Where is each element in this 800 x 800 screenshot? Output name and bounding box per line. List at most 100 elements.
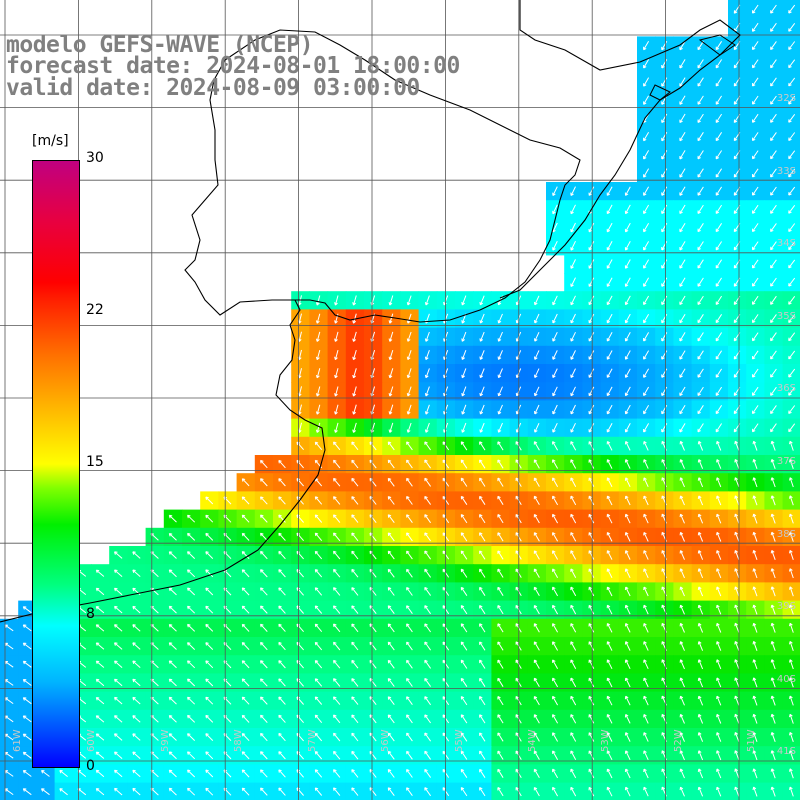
- wind-arrow: [278, 478, 286, 487]
- wind-arrow: [715, 168, 723, 178]
- wind-arrow: [734, 459, 740, 469]
- wind-arrow: [679, 659, 685, 670]
- wind-arrow: [114, 551, 123, 559]
- wind-arrow: [460, 714, 468, 724]
- wind-arrow: [770, 77, 777, 87]
- wind-arrow: [715, 386, 723, 396]
- wind-arrow: [679, 77, 686, 87]
- wind-arrow: [187, 751, 196, 760]
- longitude-label: 54W: [527, 729, 538, 752]
- wind-arrow: [278, 550, 286, 560]
- wind-arrow: [770, 241, 777, 251]
- wind-arrow: [460, 732, 468, 742]
- wind-arrow: [752, 241, 759, 251]
- wind-arrow: [333, 605, 341, 614]
- wind-arrow: [715, 132, 723, 142]
- wind-arrow: [570, 732, 577, 742]
- wind-arrow: [679, 531, 685, 542]
- wind-arrow: [624, 332, 631, 342]
- wind-arrow: [278, 751, 286, 760]
- wind-arrow: [314, 587, 323, 596]
- wind-arrow: [624, 513, 631, 524]
- wind-arrow: [697, 204, 704, 214]
- wind-arrow: [241, 605, 250, 614]
- wind-arrow: [334, 349, 339, 361]
- wind-arrow: [770, 204, 777, 214]
- wind-arrow: [643, 568, 649, 579]
- wind-arrow: [95, 697, 105, 705]
- wind-arrow: [770, 168, 777, 178]
- wind-arrow: [552, 568, 559, 578]
- wind-arrow: [788, 423, 796, 433]
- wind-arrow: [132, 733, 141, 741]
- wind-arrow: [460, 659, 468, 669]
- wind-arrow: [168, 733, 177, 741]
- wind-arrow: [752, 277, 759, 287]
- wind-arrow: [278, 769, 286, 778]
- wind-arrow: [788, 23, 796, 32]
- wind-arrow: [424, 641, 432, 651]
- wind-arrow: [314, 641, 323, 651]
- wind-arrow: [770, 386, 777, 396]
- wind-arrow: [334, 295, 339, 306]
- wind-arrow: [643, 404, 650, 415]
- wind-arrow: [406, 696, 413, 705]
- wind-arrow: [424, 422, 430, 433]
- wind-arrow: [624, 604, 631, 615]
- wind-arrow: [789, 695, 794, 706]
- wind-arrow: [715, 223, 723, 233]
- wind-arrow: [424, 714, 432, 724]
- wind-arrow: [22, 770, 32, 777]
- wind-arrow: [716, 659, 722, 670]
- wind-arrow: [789, 604, 794, 615]
- wind-arrow: [697, 295, 704, 305]
- wind-arrow: [333, 568, 341, 578]
- wind-arrow: [643, 495, 649, 506]
- wind-arrow: [424, 368, 430, 379]
- wind-arrow: [588, 732, 595, 742]
- wind-arrow: [387, 459, 395, 469]
- wind-arrow: [789, 477, 794, 488]
- wind-arrow: [734, 477, 740, 488]
- wind-arrow: [788, 41, 796, 50]
- wind-arrow: [497, 422, 503, 433]
- wind-arrow: [552, 550, 559, 560]
- colorbar-unit-label: [m/s]: [32, 133, 69, 149]
- wind-arrow: [132, 605, 141, 614]
- wind-arrow: [697, 750, 704, 761]
- wind-arrow: [552, 477, 559, 487]
- wind-arrow: [114, 787, 123, 796]
- wind-arrow: [552, 695, 559, 706]
- wind-arrow: [588, 386, 595, 397]
- wind-arrow: [770, 440, 776, 451]
- wind-arrow: [643, 186, 650, 196]
- wind-arrow: [460, 641, 468, 651]
- wind-arrow: [570, 550, 577, 560]
- wind-arrow: [479, 568, 486, 578]
- wind-arrow: [552, 532, 559, 542]
- wind-arrow: [187, 642, 196, 650]
- wind-arrow: [424, 441, 432, 451]
- wind-arrow: [533, 477, 540, 487]
- wind-arrow: [715, 241, 723, 251]
- wind-arrow: [497, 623, 504, 633]
- wind-arrow: [388, 295, 394, 306]
- wind-arrow: [752, 750, 758, 761]
- wind-arrow: [552, 623, 559, 633]
- wind-arrow: [643, 295, 650, 306]
- wind-arrow: [533, 604, 540, 615]
- wind-arrow: [679, 695, 685, 706]
- wind-arrow: [95, 733, 105, 741]
- wind-arrow: [588, 641, 595, 651]
- wind-arrow: [770, 332, 777, 342]
- wind-arrow: [314, 532, 323, 542]
- wind-arrow: [479, 768, 486, 778]
- wind-arrow: [697, 186, 704, 196]
- wind-arrow: [387, 532, 395, 542]
- wind-arrow: [715, 186, 723, 196]
- wind-arrow: [588, 259, 595, 269]
- wind-arrow: [241, 678, 250, 687]
- wind-arrow: [424, 350, 430, 360]
- wind-arrow: [479, 750, 486, 760]
